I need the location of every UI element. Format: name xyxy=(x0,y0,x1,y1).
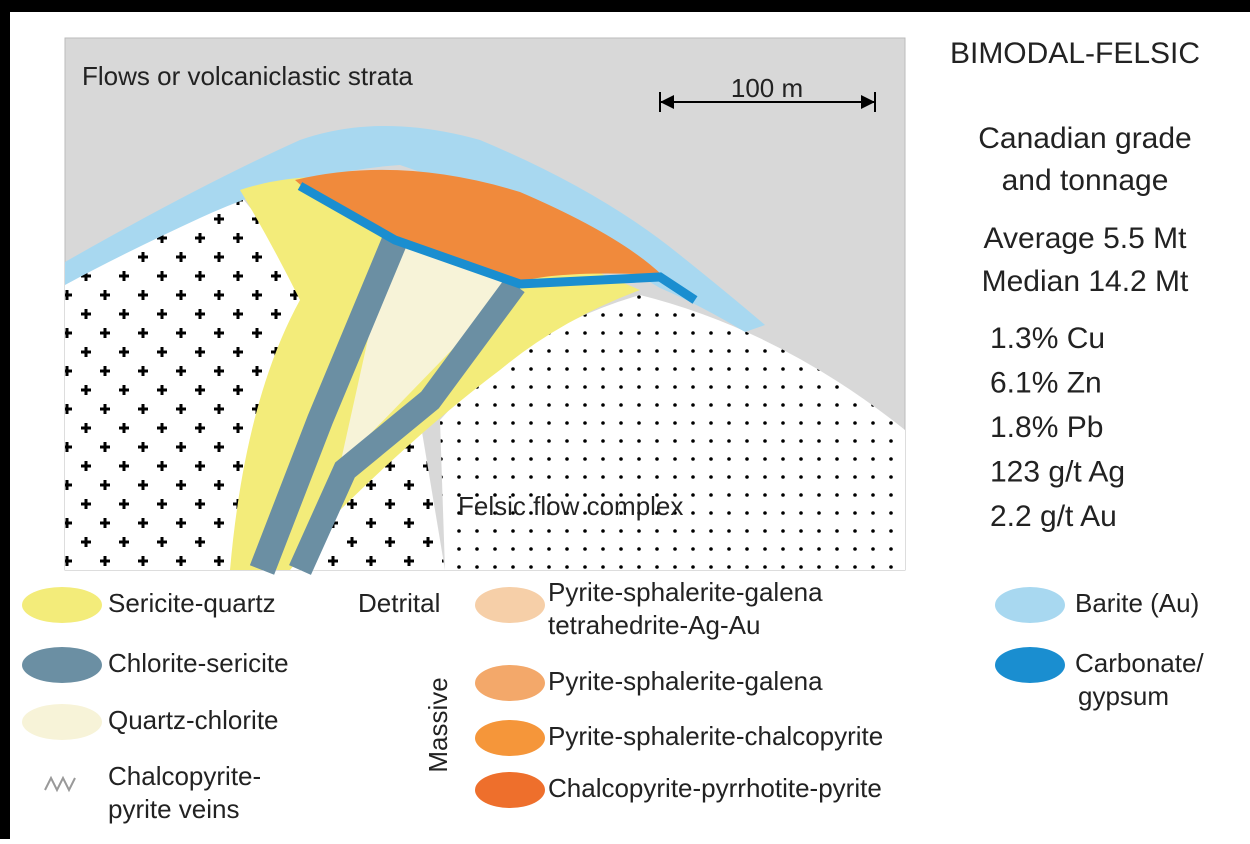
stats-heading: and tonnage xyxy=(1002,164,1169,197)
legend-label: tetrahedrite-Ag-Au xyxy=(548,610,760,640)
tonnage: Median 14.2 Mt xyxy=(982,265,1189,298)
legend-label: Carbonate/ xyxy=(1075,648,1204,678)
legend-label: gypsum xyxy=(1078,681,1169,711)
swatch-chlorite xyxy=(22,647,102,683)
stats-heading: Canadian grade xyxy=(978,122,1192,155)
complex-label: Felsic flow complex xyxy=(458,491,683,521)
detrital-label: Detrital xyxy=(358,588,440,618)
legend-label: Chlorite-sericite xyxy=(108,648,289,678)
title: BIMODAL-FELSIC xyxy=(950,37,1200,70)
grade: 2.2 g/t Au xyxy=(990,500,1117,533)
massive-label: Massive xyxy=(423,677,453,772)
swatch-sericite xyxy=(22,587,102,623)
swatch-ore xyxy=(475,772,545,808)
legend-label: Sericite-quartz xyxy=(108,588,276,618)
tonnage: Average 5.5 Mt xyxy=(984,222,1188,255)
scale-label: 100 m xyxy=(731,73,803,103)
legend-label: Pyrite-sphalerite-galena xyxy=(548,666,823,696)
legend-label: Quartz-chlorite xyxy=(108,705,279,735)
legend-label: Chalcopyrite- xyxy=(108,761,261,791)
legend-label: Barite (Au) xyxy=(1075,588,1199,618)
legend-label: pyrite veins xyxy=(108,794,240,824)
grade: 123 g/t Ag xyxy=(990,455,1125,488)
diagram-page: Flows or volcaniclastic strata 100 m Fel… xyxy=(0,0,1250,839)
swatch-ore xyxy=(475,665,545,701)
grade: 6.1% Zn xyxy=(990,366,1102,399)
legend-label: Pyrite-sphalerite-galena xyxy=(548,577,823,607)
grade: 1.8% Pb xyxy=(990,411,1103,444)
swatch-quartz xyxy=(22,704,102,740)
legend-label: Pyrite-sphalerite-chalcopyrite xyxy=(548,721,883,751)
swatch-barite xyxy=(995,587,1065,623)
strata-label: Flows or volcaniclastic strata xyxy=(82,61,413,91)
swatch-detrital xyxy=(475,587,545,623)
legend-label: Chalcopyrite-pyrrhotite-pyrite xyxy=(548,773,882,803)
grade: 1.3% Cu xyxy=(990,322,1105,355)
swatch-carbonate xyxy=(995,647,1065,683)
swatch-ore xyxy=(475,720,545,756)
